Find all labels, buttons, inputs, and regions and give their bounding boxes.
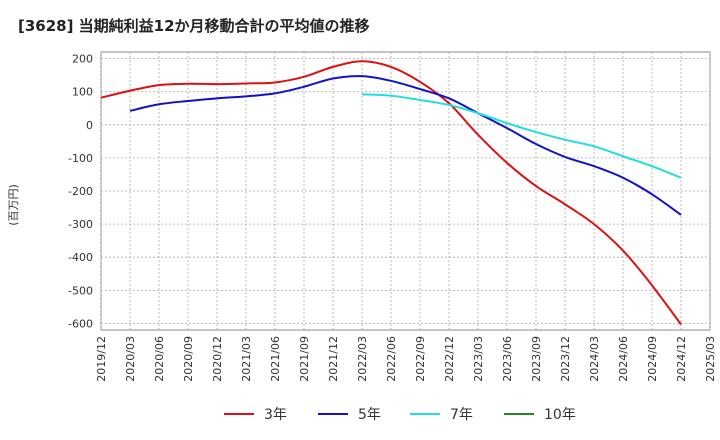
chart-title: [3628] 当期純利益12か月移動合計の平均値の推移 xyxy=(18,17,370,35)
x-tick-label: 2019/12 xyxy=(95,336,108,382)
series-lines xyxy=(100,60,682,325)
x-tick-label: 2023/03 xyxy=(472,336,485,382)
legend-label-5年: 5年 xyxy=(358,407,381,423)
x-tick-label: 2022/06 xyxy=(385,336,398,382)
x-tick-label: 2021/03 xyxy=(240,336,253,382)
y-tick-label: 200 xyxy=(72,53,93,66)
legend-label-3年: 3年 xyxy=(264,407,287,423)
y-tick-label: -600 xyxy=(68,317,93,330)
y-tick-label: -100 xyxy=(68,152,93,165)
x-tick-label: 2020/03 xyxy=(124,336,137,382)
x-axis-ticks: 2019/12 2020/03 2020/06 2020/09 2020/12 2021/… xyxy=(95,336,717,382)
x-tick-label: 2024/12 xyxy=(675,336,688,382)
y-tick-label: -500 xyxy=(68,284,93,297)
y-tick-label: -400 xyxy=(68,251,93,264)
x-tick-label: 2023/09 xyxy=(530,336,543,382)
y-tick-label: -200 xyxy=(68,185,93,198)
x-tick-label: 2024/09 xyxy=(646,336,659,382)
y-axis-ticks: 200 100 0 -100 -200 -300 -400 -500 -600 xyxy=(68,53,93,331)
x-tick-label: 2023/06 xyxy=(501,336,514,382)
legend-label-7年: 7年 xyxy=(450,407,473,423)
x-tick-label: 2025/03 xyxy=(704,336,717,382)
y-tick-label: -300 xyxy=(68,218,93,231)
legend-label-10年: 10年 xyxy=(544,407,576,423)
x-tick-label: 2024/06 xyxy=(617,336,630,382)
x-tick-label: 2024/03 xyxy=(588,336,601,382)
legend: 3年 5年 7年 10年 xyxy=(224,407,576,423)
x-tick-label: 2022/12 xyxy=(443,336,456,382)
x-tick-label: 2021/06 xyxy=(269,336,282,382)
y-tick-label: 100 xyxy=(72,86,93,99)
x-tick-label: 2023/12 xyxy=(559,336,572,382)
x-tick-label: 2020/09 xyxy=(182,336,195,382)
y-tick-label: 0 xyxy=(86,119,93,132)
x-tick-label: 2020/12 xyxy=(211,336,224,382)
series-line-5年 xyxy=(129,75,682,216)
y-axis-label: (百万円) xyxy=(7,184,20,226)
series-line-7年 xyxy=(361,93,682,179)
x-tick-label: 2021/12 xyxy=(327,336,340,382)
x-tick-label: 2022/09 xyxy=(414,336,427,382)
x-tick-label: 2022/03 xyxy=(356,336,369,382)
series-line-3年 xyxy=(100,60,682,325)
grid xyxy=(100,52,711,330)
x-tick-label: 2020/06 xyxy=(153,336,166,382)
x-tick-label: 2021/09 xyxy=(298,336,311,382)
